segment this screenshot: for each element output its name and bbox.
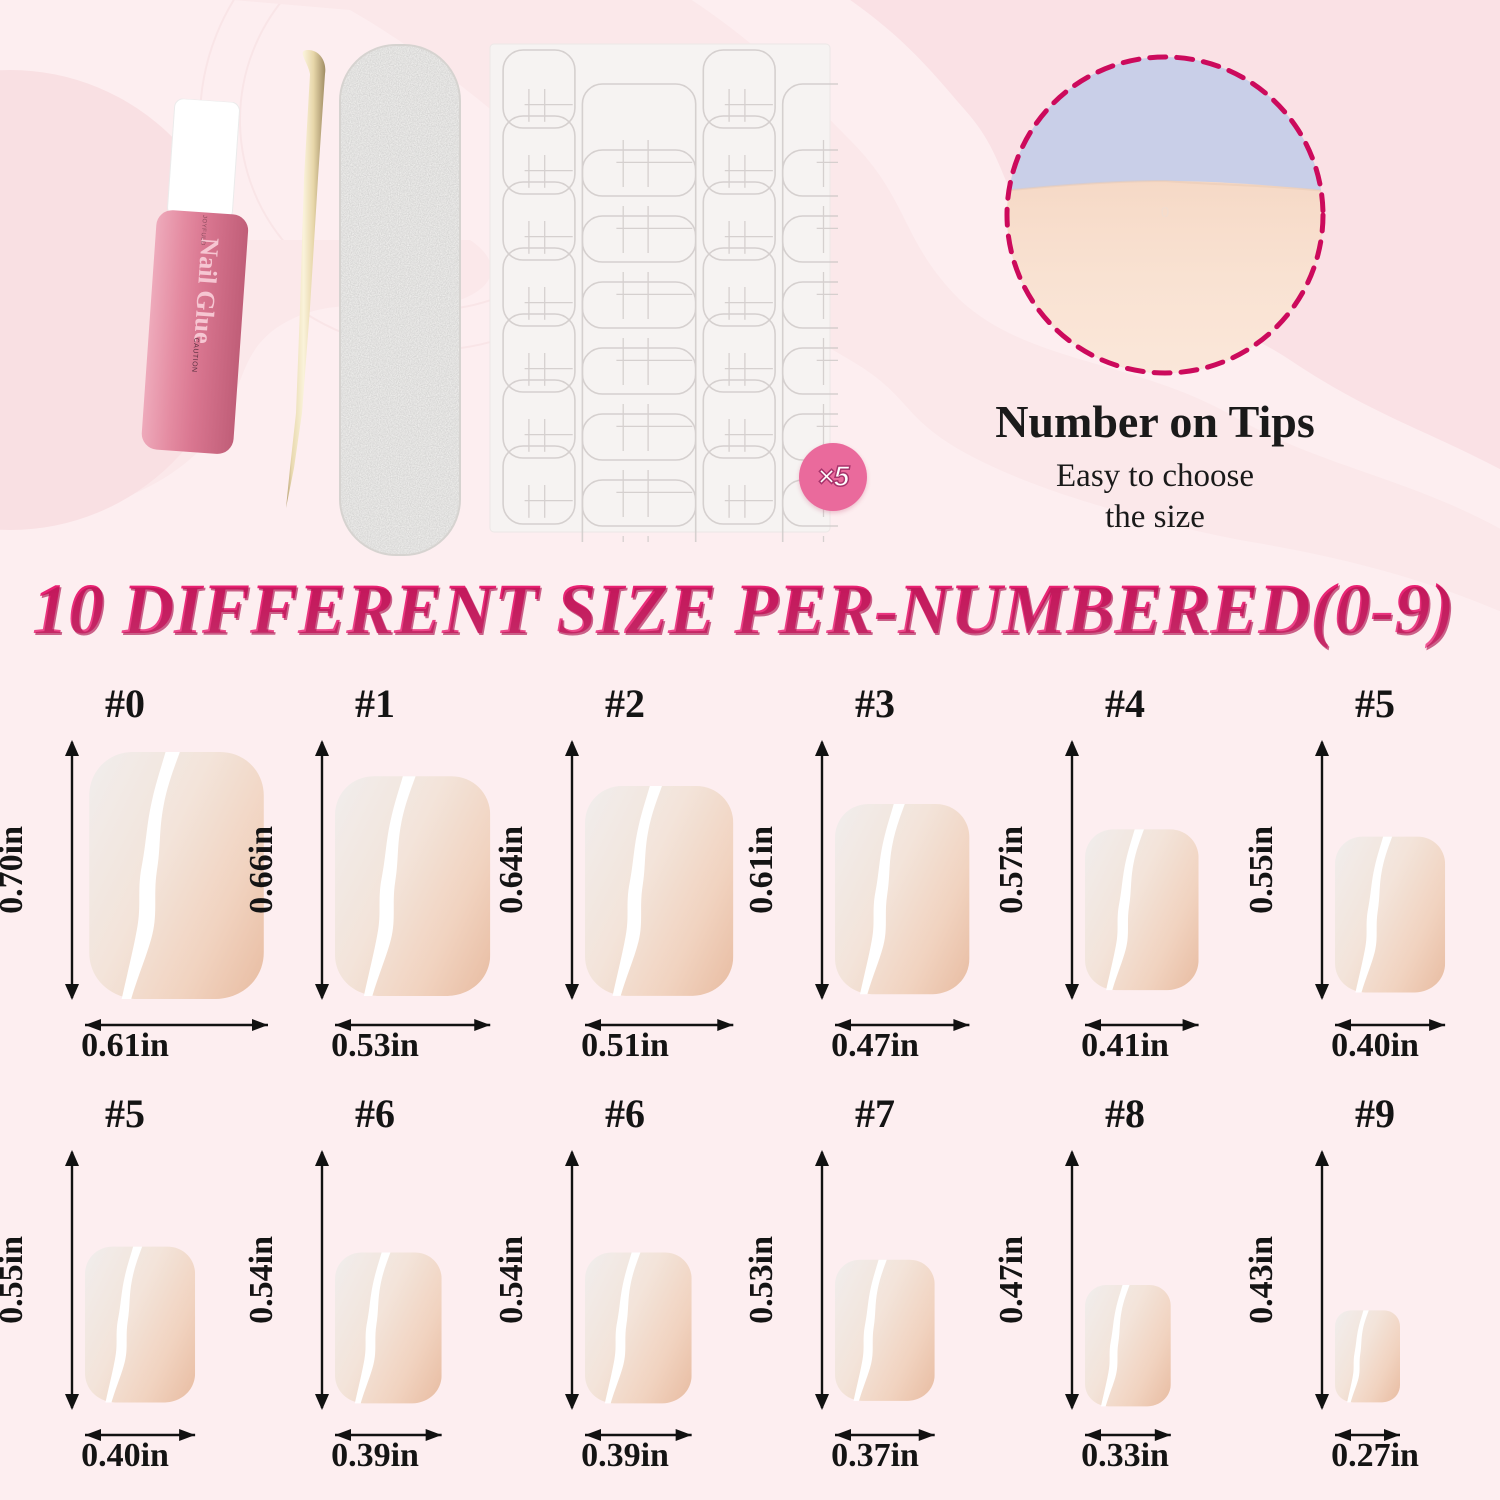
svg-text:0: 0 <box>1161 204 1169 221</box>
